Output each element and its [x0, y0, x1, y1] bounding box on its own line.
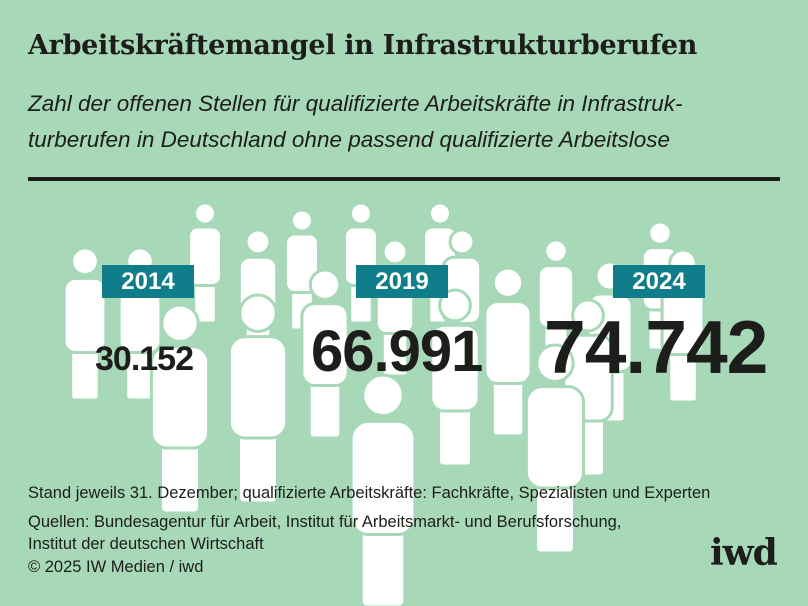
person-figure	[62, 246, 108, 402]
year-label-2019: 2019	[356, 265, 448, 298]
person-figure	[483, 266, 533, 438]
person-figure	[300, 268, 350, 440]
value-label-2014: 30.152	[95, 340, 194, 378]
chart-subtitle: Zahl der offenen Stellen für qualifizier…	[28, 86, 788, 158]
sources-continued: Institut der deutschen Wirtschaft	[28, 535, 264, 553]
person-figure	[343, 201, 379, 325]
copyright: © 2025 IW Medien / iwd	[28, 558, 204, 576]
divider	[28, 177, 780, 181]
subtitle-line: turberufen in Deutschland ohne passend q…	[28, 127, 671, 152]
year-label-2024: 2024	[613, 265, 705, 298]
subtitle-line: Zahl der offenen Stellen für qualifizier…	[28, 91, 683, 116]
footnote: Stand jeweils 31. Dezember; qualifiziert…	[28, 484, 711, 502]
person-figure	[149, 303, 211, 515]
iwd-logo: iwd	[710, 532, 778, 574]
person-figure	[227, 293, 289, 505]
person-figure	[187, 201, 223, 325]
value-label-2024: 74.742	[544, 305, 768, 389]
value-label-2019: 66.991	[311, 319, 483, 384]
person-figure	[349, 373, 417, 606]
person-figure	[429, 288, 481, 468]
person-figure	[524, 343, 586, 555]
chart-title: Arbeitskräftemangel in Infrastrukturberu…	[28, 30, 698, 61]
sources: Quellen: Bundesagentur für Arbeit, Insti…	[28, 513, 622, 531]
year-label-2014: 2014	[102, 265, 194, 298]
